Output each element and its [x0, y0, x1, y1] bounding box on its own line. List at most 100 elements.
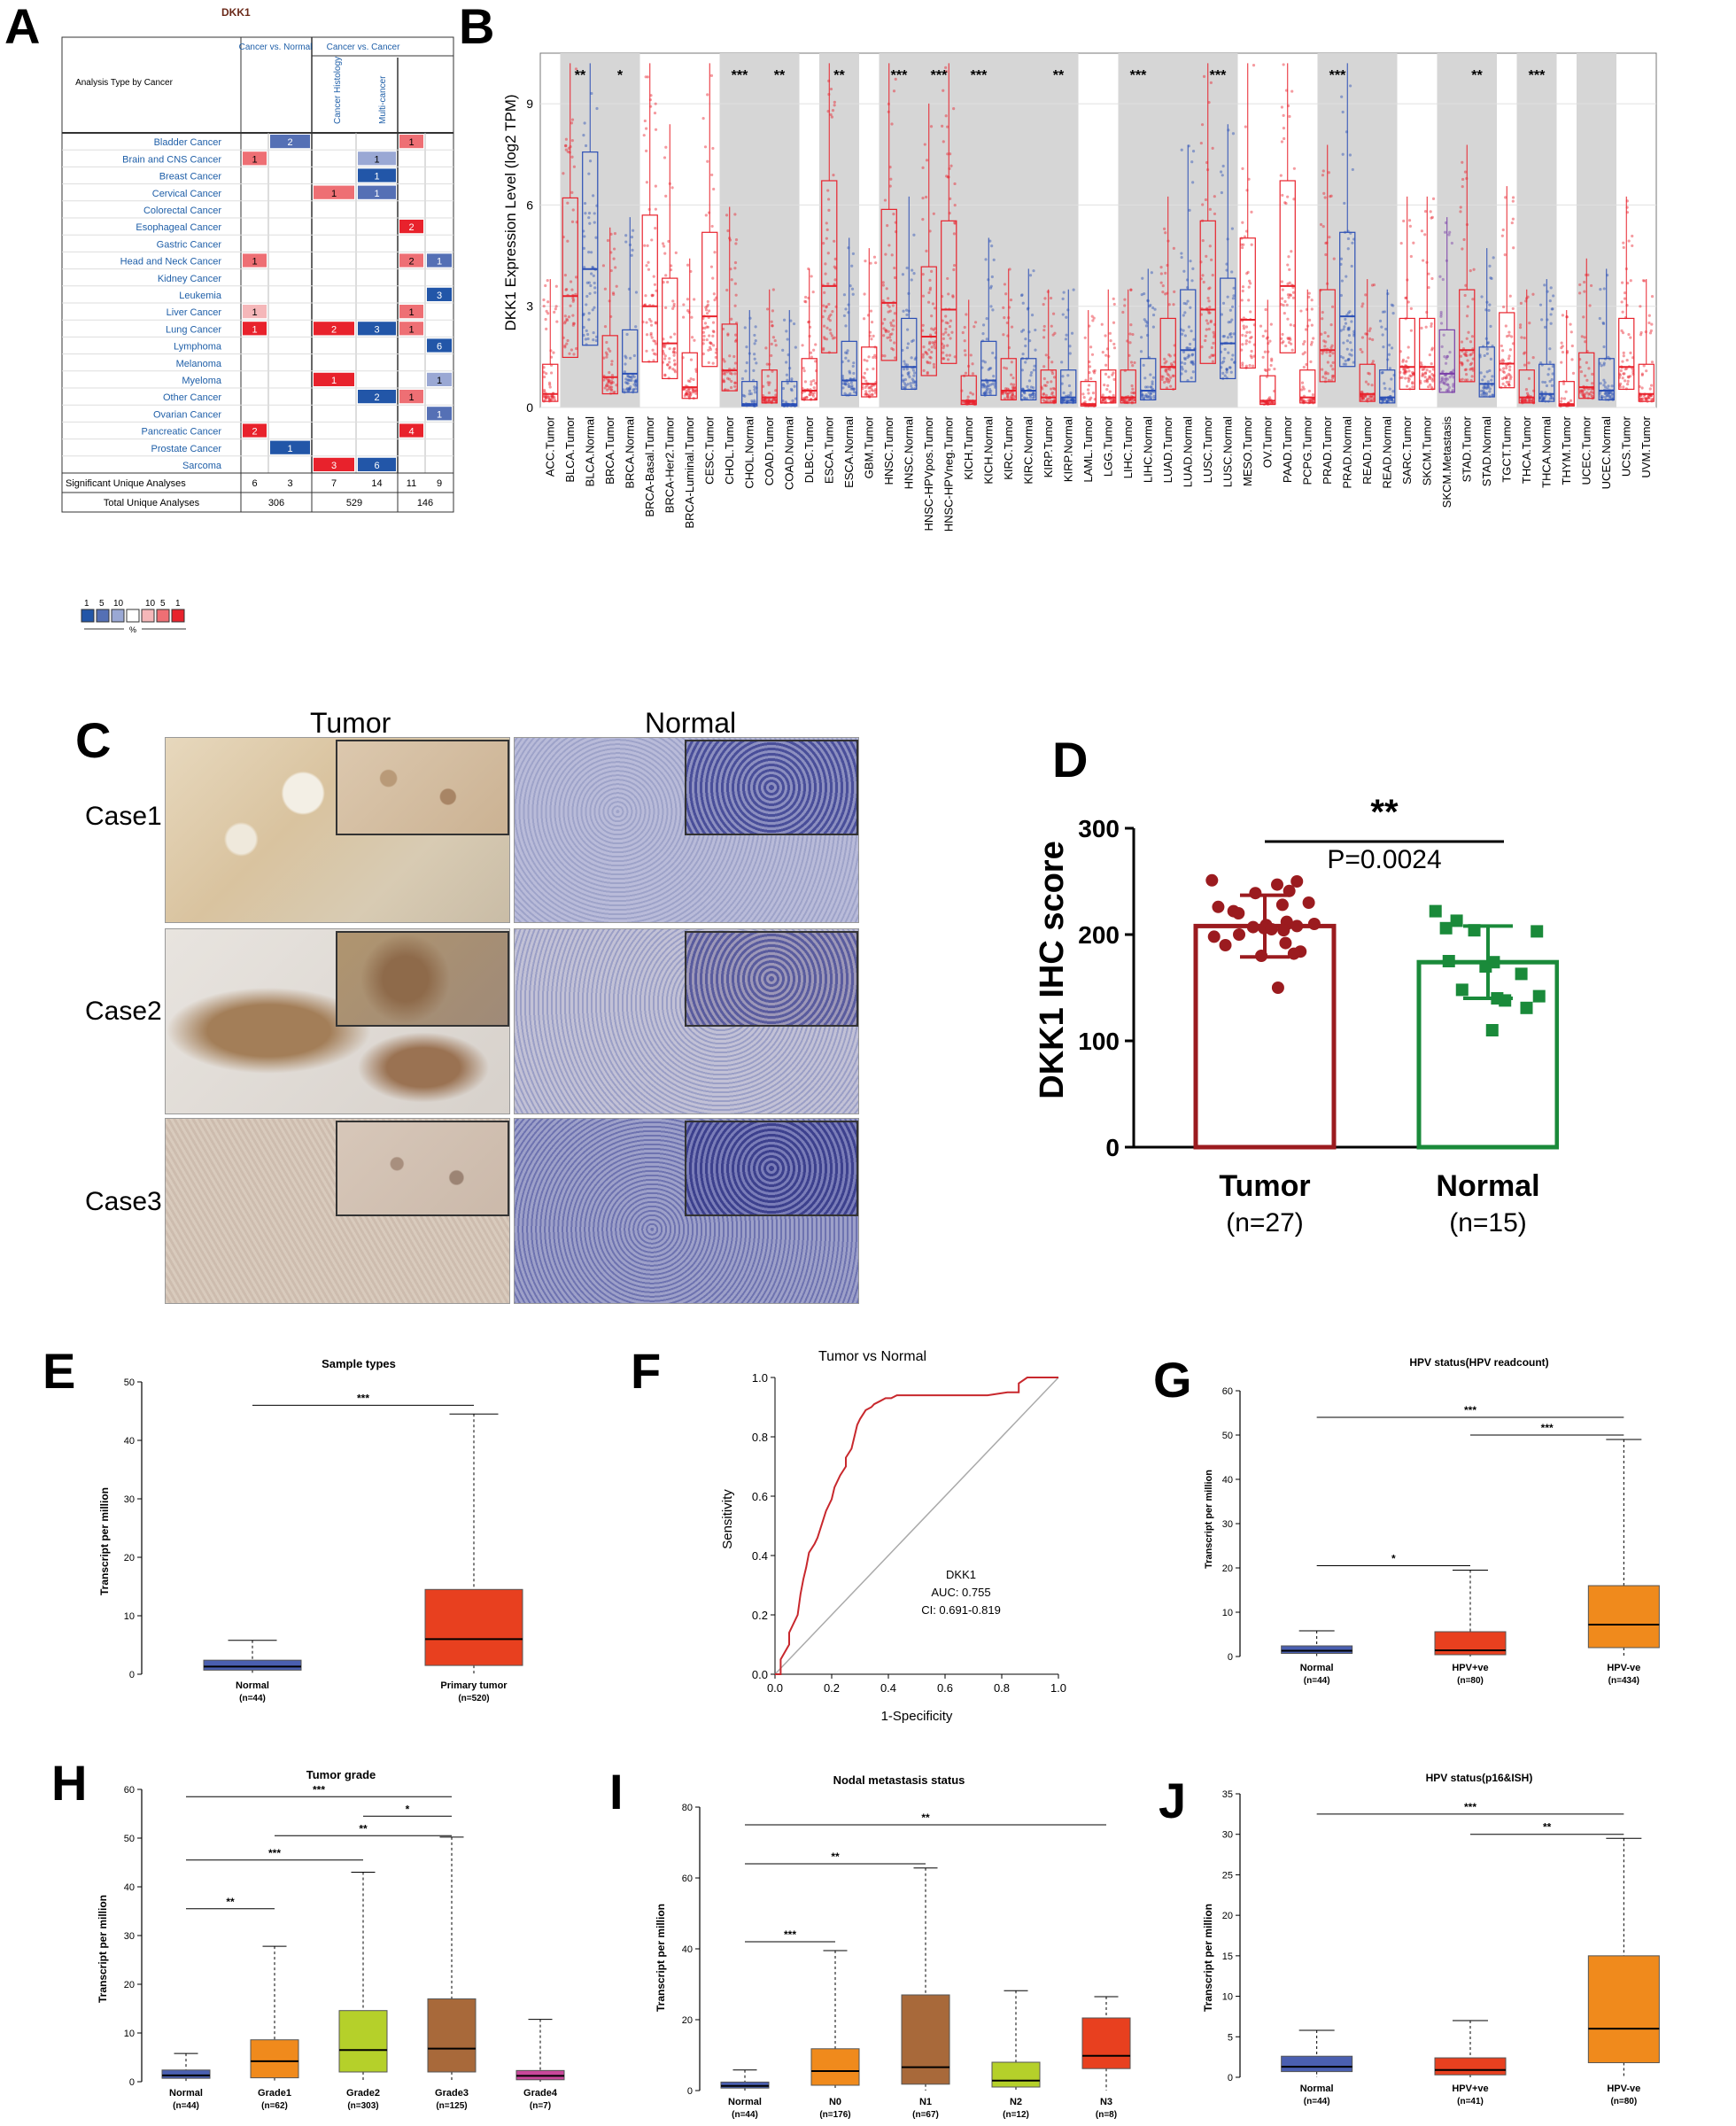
- boxplot-ytick: 10: [1222, 1992, 1233, 2003]
- d-point-tumor: [1275, 898, 1289, 912]
- timer-point: [911, 339, 914, 343]
- d-significance: **: [1370, 793, 1399, 832]
- timer-point: [891, 348, 895, 352]
- timer-point: [733, 372, 737, 376]
- timer-point: [1189, 260, 1192, 263]
- timer-point: [1464, 353, 1468, 356]
- timer-point: [849, 283, 852, 288]
- timer-point: [1281, 341, 1284, 345]
- timer-box: [1578, 352, 1595, 400]
- timer-point: [1407, 356, 1410, 360]
- timer-point: [1129, 288, 1133, 291]
- timer-point: [1052, 376, 1057, 379]
- timer-point: [944, 70, 949, 74]
- timer-box: [1239, 237, 1256, 369]
- timer-box: [542, 363, 559, 402]
- timer-point: [1190, 376, 1193, 380]
- timer-significance: **: [774, 68, 786, 83]
- panel-i-nodal-metastasis: Nodal metastasis status Transcript per m…: [655, 1773, 1131, 2120]
- timer-box: [941, 220, 957, 364]
- timer-point: [1025, 397, 1029, 400]
- roc-xtick: 0.6: [937, 1681, 953, 1695]
- timer-point: [1466, 359, 1469, 362]
- timer-point: [1062, 398, 1066, 401]
- timer-point: [1250, 243, 1253, 246]
- timer-point: [1028, 274, 1033, 277]
- timer-point: [722, 380, 725, 384]
- timer-point: [1151, 313, 1156, 317]
- timer-point: [549, 355, 554, 359]
- timer-point: [942, 89, 945, 92]
- timer-point: [852, 387, 856, 392]
- timer-point: [624, 356, 628, 360]
- timer-point: [989, 284, 993, 288]
- timer-point: [1004, 367, 1009, 370]
- boxplot-ytick: 40: [124, 1436, 135, 1447]
- timer-point: [1248, 340, 1252, 344]
- timer-point: [1627, 332, 1631, 337]
- timer-point: [1550, 396, 1554, 400]
- timer-point: [1381, 333, 1384, 337]
- timer-point: [542, 370, 546, 374]
- timer-point: [830, 334, 833, 338]
- timer-point: [664, 306, 668, 309]
- timer-point: [1222, 334, 1226, 338]
- timer-point: [1583, 336, 1586, 339]
- timer-point: [912, 374, 916, 377]
- timer-point: [1183, 361, 1187, 365]
- timer-point: [1131, 332, 1135, 337]
- d-pvalue: P=0.0024: [1327, 845, 1441, 874]
- timer-point: [1227, 351, 1230, 354]
- timer-point: [765, 307, 770, 311]
- timer-point: [991, 308, 995, 312]
- timer-point: [982, 392, 986, 395]
- timer-point: [1286, 282, 1290, 285]
- timer-point: [1270, 359, 1274, 362]
- timer-point: [833, 100, 836, 104]
- timer-point: [709, 347, 713, 352]
- timer-point: [1163, 357, 1166, 361]
- timer-point: [1470, 335, 1475, 338]
- timer-xtick: LAML.Tumor: [1081, 415, 1095, 482]
- timer-point: [1504, 324, 1507, 328]
- timer-point: [1282, 63, 1285, 66]
- timer-point: [607, 379, 610, 383]
- timer-point: [1439, 380, 1443, 384]
- ihc-case1-normal-image: [514, 737, 859, 923]
- timer-point: [1221, 164, 1225, 168]
- timer-point: [654, 342, 658, 345]
- timer-point: [802, 369, 806, 373]
- timer-point: [1583, 374, 1587, 377]
- timer-point: [609, 388, 613, 392]
- timer-box: [901, 317, 918, 391]
- timer-point: [713, 299, 717, 302]
- timer-point: [734, 333, 738, 337]
- timer-point: [645, 181, 648, 184]
- timer-point: [1461, 160, 1464, 164]
- timer-point: [764, 346, 768, 350]
- timer-xtick: CESC.Tumor: [702, 415, 716, 484]
- timer-point: [1448, 230, 1452, 234]
- timer-box: [781, 381, 798, 407]
- timer-point: [654, 322, 658, 325]
- timer-point: [1266, 401, 1269, 405]
- timer-box: [741, 381, 758, 407]
- timer-point: [1350, 353, 1353, 357]
- timer-point: [682, 387, 686, 391]
- timer-point: [1601, 322, 1606, 326]
- timer-point: [1311, 392, 1315, 397]
- timer-point: [1084, 378, 1088, 382]
- timer-point: [708, 334, 711, 338]
- timer-point: [887, 330, 890, 333]
- timer-point: [663, 244, 666, 248]
- timer-point: [1240, 245, 1244, 250]
- timer-point: [1281, 332, 1284, 337]
- timer-point: [1009, 396, 1012, 400]
- timer-point: [981, 385, 985, 389]
- timer-box: [1319, 289, 1336, 383]
- boxplot-ytick: 0: [1228, 1652, 1233, 1663]
- timer-point: [1461, 185, 1464, 189]
- d-point-normal: [1450, 914, 1463, 927]
- timer-point: [1143, 394, 1147, 398]
- timer-point: [952, 107, 956, 111]
